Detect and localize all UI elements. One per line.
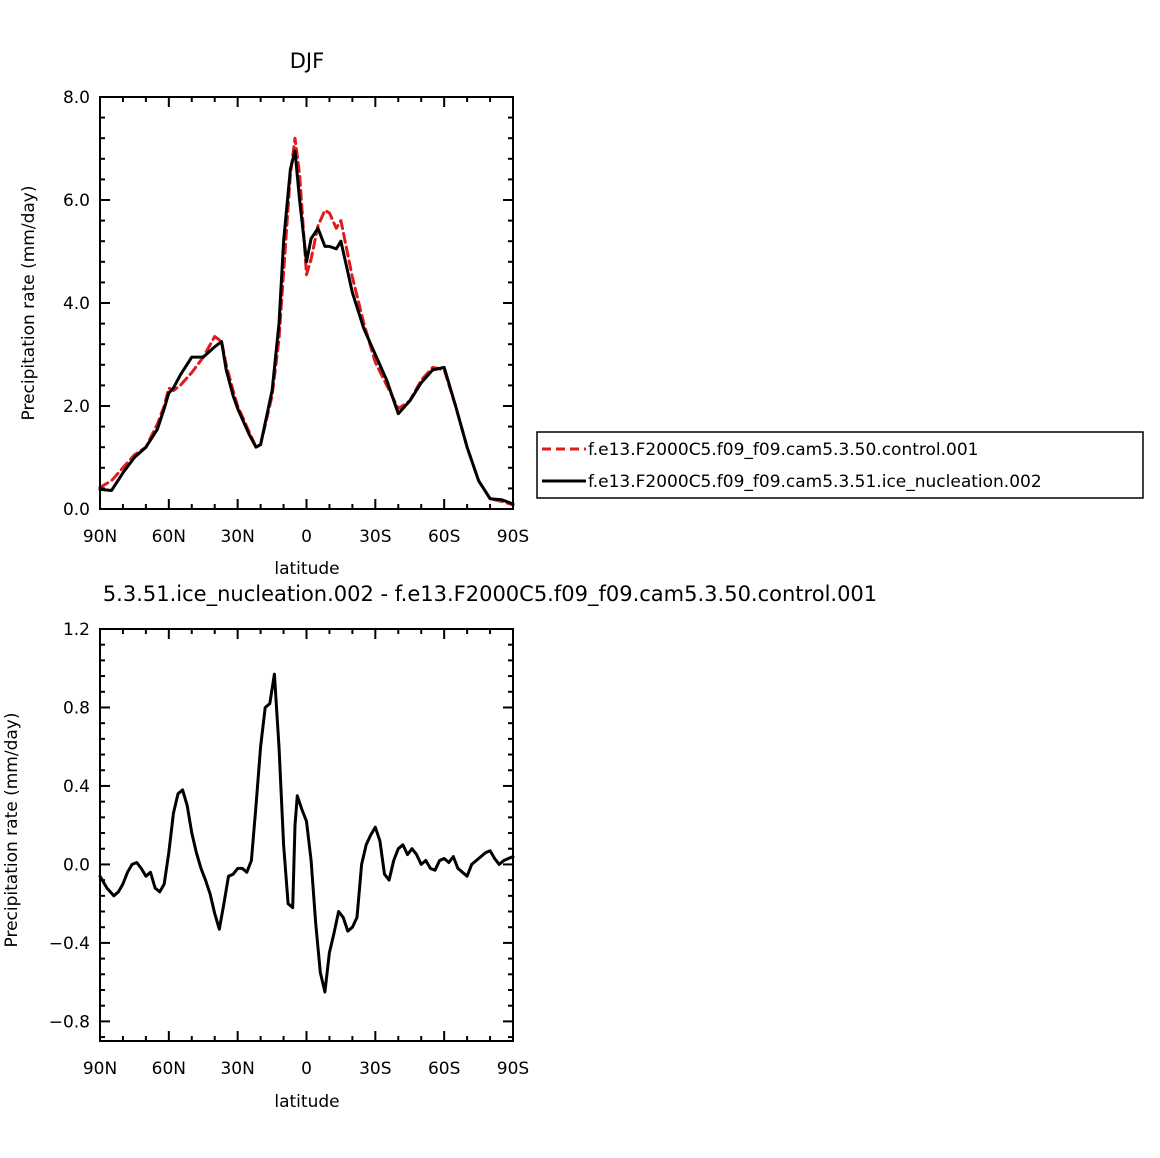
bottom-x-tick-label: 30S [359, 1059, 391, 1079]
legend: f.e13.F2000C5.f09_f09.cam5.3.50.control.… [536, 431, 1144, 499]
top-x-tick-label: 0 [301, 527, 312, 547]
top-x-tick-label: 30S [359, 527, 391, 547]
top-y-tick-label: 0.0 [63, 500, 90, 520]
bottom-x-axis-label: latitude [274, 1092, 339, 1112]
legend-label-control: f.e13.F2000C5.f09_f09.cam5.3.50.control.… [588, 440, 979, 460]
bottom-ticks-group: 90N 60N 30N 0 30S 60S 90S −0.8 −0.4 0.0 0.4 0.8 1.2 [49, 620, 530, 1079]
top-x-tick-label: 60N [152, 527, 186, 547]
bottom-series-group [98, 672, 515, 994]
top-series-group [98, 136, 515, 507]
bottom-x-tick-label: 0 [301, 1059, 312, 1079]
bottom-y-tick-label: −0.8 [49, 1012, 90, 1032]
top-x-tick-label: 90N [83, 527, 117, 547]
top-panel: DJF 90N 60N 30N 0 30S 60S 90S 0.0 2.0 4.0 6.0 8.0 l… [19, 49, 1144, 579]
bottom-y-tick-label: 1.2 [63, 620, 90, 640]
top-plot-frame [99, 96, 514, 510]
top-y-tick-label: 2.0 [63, 397, 90, 417]
bottom-y-tick-label: 0.4 [63, 777, 90, 797]
legend-box [536, 431, 1144, 499]
bottom-x-tick-label: 30N [220, 1059, 254, 1079]
bottom-series-line-0 [98, 672, 515, 994]
bottom-x-tick-label: 90S [497, 1059, 529, 1079]
bottom-plot-frame [99, 628, 514, 1042]
top-x-axis-label: latitude [274, 559, 339, 579]
legend-label-ice-nucleation: f.e13.F2000C5.f09_f09.cam5.3.51.ice_nucl… [588, 472, 1042, 492]
bottom-x-tick-label: 90N [83, 1059, 117, 1079]
bottom-y-tick-label: 0.8 [63, 698, 90, 718]
top-y-axis-label: Precipitation rate (mm/day) [19, 186, 39, 421]
bottom-y-axis-label: Precipitation rate (mm/day) [2, 713, 22, 948]
bottom-x-tick-label: 60N [152, 1059, 186, 1079]
bottom-panel: 5.3.51.ice_nucleation.002 - f.e13.F2000C… [2, 582, 877, 1112]
bottom-chart-title: 5.3.51.ice_nucleation.002 - f.e13.F2000C… [103, 582, 877, 607]
top-y-tick-label: 8.0 [63, 88, 90, 108]
top-series-line-1 [98, 149, 515, 506]
top-x-tick-label: 90S [497, 527, 529, 547]
top-chart-title: DJF [290, 49, 324, 73]
top-y-tick-label: 6.0 [63, 191, 90, 211]
top-ticks-group: 90N 60N 30N 0 30S 60S 90S 0.0 2.0 4.0 6.0 8.0 [63, 88, 529, 547]
bottom-x-tick-label: 60S [428, 1059, 460, 1079]
top-series-line-0 [98, 136, 515, 507]
top-x-tick-label: 30N [220, 527, 254, 547]
top-x-tick-label: 60S [428, 527, 460, 547]
bottom-y-tick-label: 0.0 [63, 855, 90, 875]
top-y-tick-label: 4.0 [63, 294, 90, 314]
bottom-y-tick-label: −0.4 [49, 934, 90, 954]
